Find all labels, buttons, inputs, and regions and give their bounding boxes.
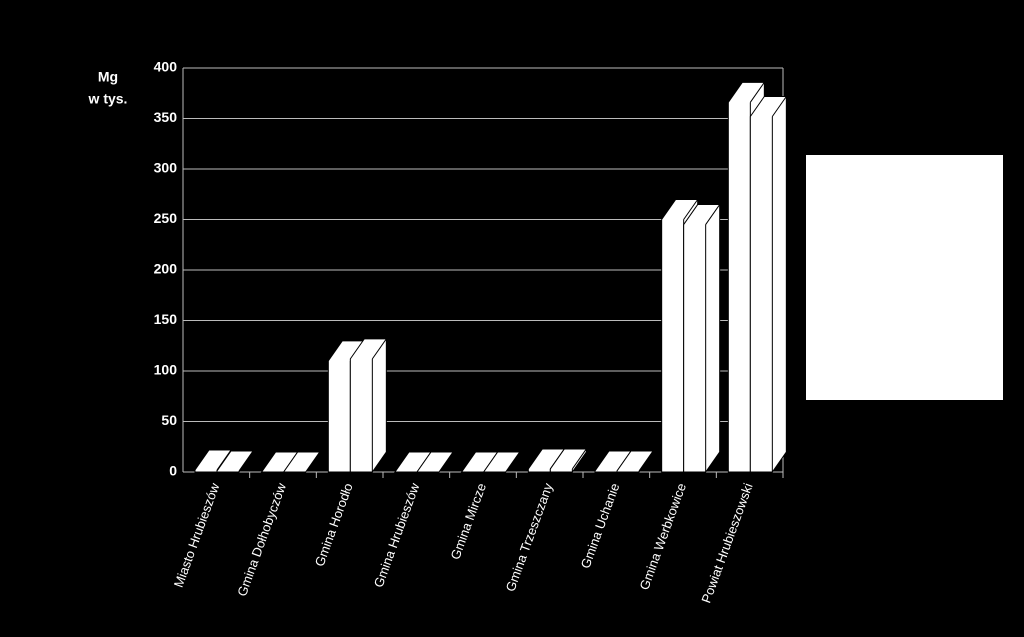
y-tick-label: 50	[161, 412, 177, 428]
bar	[683, 204, 721, 473]
bar	[416, 451, 454, 473]
y-tick-label: 400	[154, 59, 178, 75]
y-tick-label: 350	[154, 109, 178, 125]
bar	[549, 448, 587, 473]
bar	[216, 450, 254, 473]
y-tick-label: 100	[154, 362, 178, 378]
y-axis-label: Mg	[98, 69, 118, 85]
y-tick-label: 200	[154, 261, 178, 277]
y-tick-label: 150	[154, 311, 178, 327]
y-tick-label: 300	[154, 160, 178, 176]
y-tick-label: 0	[169, 463, 177, 479]
bar	[282, 451, 321, 473]
y-tick-label: 250	[154, 210, 178, 226]
bar	[616, 450, 654, 473]
y-axis-label: w tys.	[88, 91, 128, 107]
bar	[349, 338, 387, 473]
legend-box	[806, 155, 1003, 400]
bar	[749, 95, 787, 473]
bar	[482, 451, 521, 473]
